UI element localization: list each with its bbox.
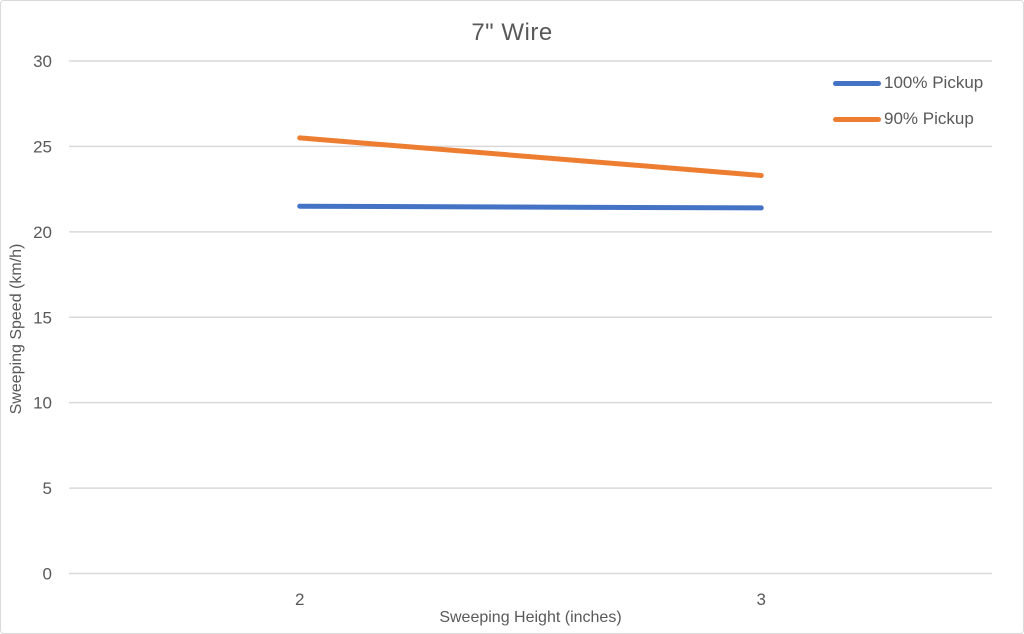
y-tick-label-15: 15: [33, 308, 52, 327]
legend-entry-100-pickup: 100% Pickup: [833, 72, 983, 94]
y-axis-title: Sweeping Speed (km/h): [8, 243, 25, 415]
y-tick-label-0: 0: [43, 565, 52, 584]
y-tick-label-5: 5: [43, 479, 52, 498]
x-axis-title: Sweeping Height (inches): [439, 609, 622, 626]
chart-title: 7" Wire: [471, 19, 553, 46]
y-tick-label-25: 25: [33, 137, 52, 156]
x-tick-label-2: 2: [295, 590, 304, 609]
legend-label-100-pickup: 100% Pickup: [884, 73, 984, 92]
legend-label-90-pickup: 90% Pickup: [884, 109, 974, 128]
series-line-100-pickup: [297, 203, 764, 211]
y-tick-label-30: 30: [33, 52, 52, 71]
legend-entry-90-pickup: 90% Pickup: [833, 108, 983, 130]
legend-swatch-90-pickup: [833, 116, 881, 122]
y-tick-label-20: 20: [33, 223, 52, 242]
y-tick-label-10: 10: [33, 394, 52, 413]
legend: 100% Pickup 90% Pickup: [833, 72, 983, 130]
x-tick-label-3: 3: [757, 590, 766, 609]
legend-swatch-100-pickup: [833, 80, 881, 86]
series-line-90-pickup: [297, 135, 764, 178]
